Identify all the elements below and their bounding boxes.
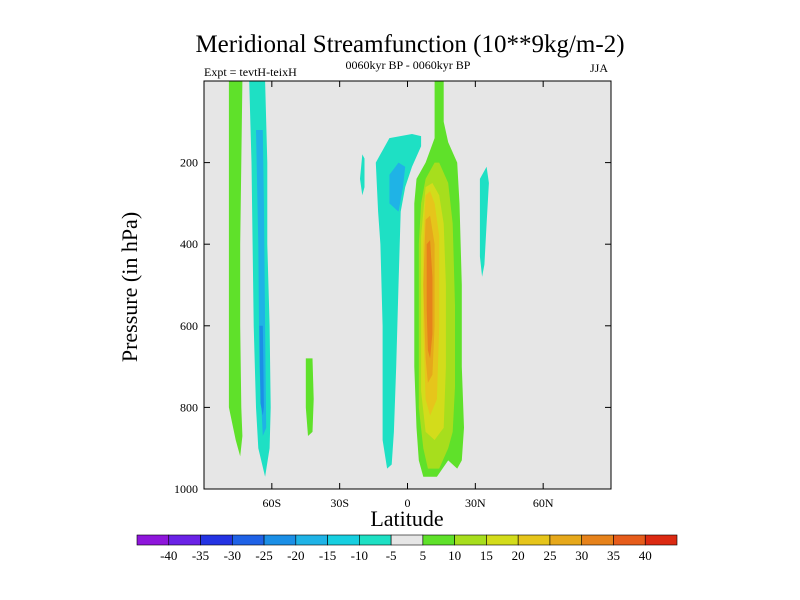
contour-region-nh-negative-blob	[479, 166, 489, 277]
colorbar-swatch	[454, 534, 487, 546]
x-tick-label: 30N	[465, 496, 486, 510]
y-tick-label: 600	[180, 319, 198, 333]
colorbar-label: 25	[543, 548, 556, 563]
colorbar-label: 35	[607, 548, 620, 563]
contour-regions	[228, 81, 489, 477]
contour-region-hadley-negative-core	[389, 162, 406, 212]
colorbar-label: -40	[160, 548, 177, 563]
colorbar-swatch	[613, 534, 646, 546]
colorbar-swatch	[327, 534, 360, 546]
colorbar-label: -10	[351, 548, 368, 563]
colorbar-swatch	[422, 534, 455, 546]
colorbar-swatch	[486, 534, 519, 546]
colorbar-swatch	[168, 534, 201, 546]
colorbar-labels: -40 -35 -30 -25 -20 -15 -10 -5 5 10 15 20 25 30 35 40	[160, 548, 652, 563]
x-tick-label: 0	[405, 496, 411, 510]
x-axis-ticks: 60S 30S 0 30N 60N	[262, 81, 554, 510]
y-axis-label: Pressure (in hPa)	[117, 212, 142, 362]
y-axis-ticks: 200 400 600 800 1000	[174, 156, 611, 496]
chart-subtitle-left: Expt = tevtH-teixH	[204, 65, 297, 79]
colorbar-label: 20	[512, 548, 525, 563]
contour-region-sh-subtropic-blob	[360, 154, 365, 196]
contour-region-sh-negative-deep	[259, 325, 264, 416]
colorbar-swatch	[549, 534, 583, 546]
x-axis-label: Latitude	[370, 506, 443, 531]
colorbar-label: 40	[639, 548, 652, 563]
colorbar-swatch	[295, 534, 328, 546]
y-tick-label: 400	[180, 237, 198, 251]
y-tick-label: 800	[180, 400, 198, 414]
colorbar-swatch	[263, 534, 297, 546]
colorbar-swatch	[517, 534, 551, 546]
x-tick-label: 60S	[262, 496, 281, 510]
colorbar-swatch	[390, 534, 424, 546]
colorbar-swatch	[644, 534, 678, 546]
colorbar-label: -30	[224, 548, 241, 563]
x-tick-label: 30S	[330, 496, 349, 510]
chart-title: Meridional Streamfunction (10**9kg/m-2)	[195, 31, 624, 58]
y-tick-label: 1000	[174, 482, 198, 496]
colorbar-label: -15	[319, 548, 336, 563]
contour-region-hadley-negative	[375, 134, 422, 469]
contour-region-hadley-positive-30	[426, 240, 433, 359]
colorbar-label: 30	[575, 548, 588, 563]
colorbar	[136, 534, 678, 546]
colorbar-swatch	[136, 534, 170, 546]
colorbar-label: 15	[480, 548, 493, 563]
y-tick-label: 200	[180, 156, 198, 170]
colorbar-label: -5	[386, 548, 397, 563]
colorbar-swatch	[581, 534, 614, 546]
contour-region-sh-positive-column	[228, 81, 243, 457]
colorbar-swatch	[359, 534, 392, 546]
colorbar-label: -35	[192, 548, 209, 563]
contour-region-sh-midlat-positive	[305, 358, 314, 436]
chart-subtitle-right: JJA	[590, 61, 608, 75]
colorbar-label: -20	[287, 548, 304, 563]
colorbar-swatch	[200, 534, 233, 546]
colorbar-swatch	[231, 534, 265, 546]
colorbar-label: 10	[448, 548, 461, 563]
colorbar-label: 5	[420, 548, 427, 563]
chart-subtitle-center: 0060kyr BP - 0060kyr BP	[346, 58, 471, 72]
x-tick-label: 60N	[533, 496, 554, 510]
contour-region-sh-negative-core	[256, 130, 267, 436]
colorbar-label: -25	[255, 548, 272, 563]
